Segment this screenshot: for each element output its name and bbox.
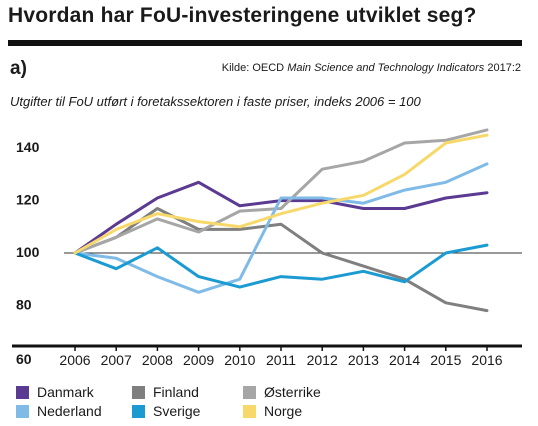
- title-rule: [8, 40, 522, 46]
- x-tick-label: 2009: [183, 352, 214, 368]
- legend-swatch: [16, 385, 29, 399]
- x-tick-label: 2008: [142, 352, 173, 368]
- series-line-osterrike: [73, 128, 489, 255]
- legend-item-finland: Finland: [132, 384, 199, 400]
- x-tick-label: 2011: [266, 352, 296, 368]
- page-title: Hvordan har FoU-investeringene utviklet …: [8, 4, 477, 27]
- y-tick-label: 120: [16, 192, 40, 208]
- series-line-danmark: [73, 180, 489, 255]
- x-tick-label: 2006: [59, 352, 90, 368]
- y-tick-label: 140: [16, 139, 40, 155]
- source-prefix: Kilde: OECD: [221, 62, 288, 74]
- source-publication: Main Science and Technology Indicators: [287, 62, 485, 74]
- x-tick-label: 2013: [348, 352, 379, 368]
- legend-swatch: [132, 385, 145, 399]
- series-line-sverige: [73, 243, 489, 289]
- legend-item-danmark: Danmark: [16, 384, 94, 400]
- x-tick-label: 2012: [307, 352, 338, 368]
- x-tick-label: 2010: [224, 352, 255, 368]
- source-note: Kilde: OECD Main Science and Technology …: [222, 62, 521, 74]
- x-tick-label: 2015: [430, 352, 461, 368]
- legend-label: Østerrike: [264, 384, 321, 400]
- panel-label: a): [10, 58, 27, 79]
- source-suffix: 2017:2: [484, 62, 521, 74]
- legend-swatch: [243, 404, 256, 418]
- legend-label: Norge: [264, 403, 303, 419]
- chart-legend: Danmark Finland Østerrike Nederland Sverige N…: [16, 384, 516, 424]
- legend-label: Danmark: [37, 384, 94, 400]
- series-line-nederland: [73, 162, 489, 294]
- legend-item-norge: Norge: [243, 403, 302, 419]
- legend-item-osterrike: Østerrike: [243, 384, 321, 400]
- legend-label: Sverige: [153, 403, 201, 419]
- series-line-norge: [73, 133, 489, 255]
- legend-label: Nederland: [37, 403, 102, 419]
- legend-item-nederland: Nederland: [16, 403, 102, 419]
- legend-swatch: [132, 404, 145, 418]
- y-tick-label: 60: [16, 351, 32, 367]
- line-chart: 60 80 100 120 140 2006 2007 2008 2009 2010 2011 201…: [12, 128, 522, 368]
- x-tick-label: 2016: [471, 352, 502, 368]
- y-tick-label: 100: [16, 244, 40, 260]
- legend-swatch: [243, 385, 256, 399]
- x-tick-label: 2007: [101, 352, 132, 368]
- legend-label: Finland: [153, 384, 199, 400]
- y-tick-label: 80: [16, 296, 32, 312]
- chart-subtitle: Utgifter til FoU utført i foretakssektor…: [10, 94, 421, 109]
- legend-swatch: [16, 404, 29, 418]
- x-tick-label: 2014: [389, 352, 420, 368]
- legend-item-sverige: Sverige: [132, 403, 200, 419]
